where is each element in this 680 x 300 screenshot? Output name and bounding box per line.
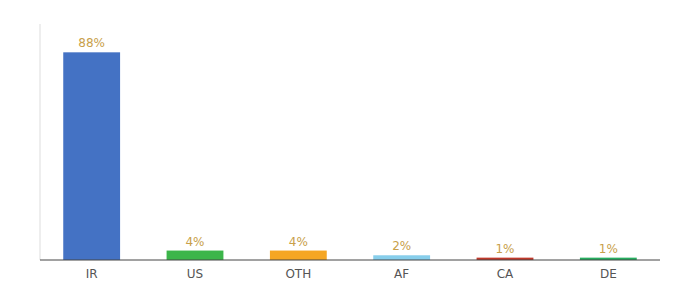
data-label: 1% — [599, 242, 618, 256]
bar — [373, 255, 430, 260]
data-label: 4% — [289, 235, 308, 249]
x-tick-label: US — [187, 267, 203, 281]
data-label: 2% — [392, 239, 411, 253]
x-tick-label: AF — [394, 267, 409, 281]
x-tick-label: DE — [600, 267, 617, 281]
x-tick-label: CA — [497, 267, 514, 281]
chart-container: IR US OTH AF CA DE 88% 4% 4% 2% 1% 1% — [0, 0, 680, 300]
bar — [63, 52, 120, 260]
x-tick-label: IR — [86, 267, 98, 281]
x-axis-line — [40, 260, 660, 261]
chart-svg: IR US OTH AF CA DE 88% 4% 4% 2% 1% 1% — [0, 0, 680, 300]
bars — [63, 52, 637, 260]
y-axis-line — [40, 24, 41, 260]
bar — [270, 251, 327, 260]
data-label: 88% — [78, 36, 105, 50]
data-label: 4% — [185, 235, 204, 249]
data-label: 1% — [495, 242, 514, 256]
x-tick-label: OTH — [285, 267, 311, 281]
bar — [167, 251, 224, 260]
